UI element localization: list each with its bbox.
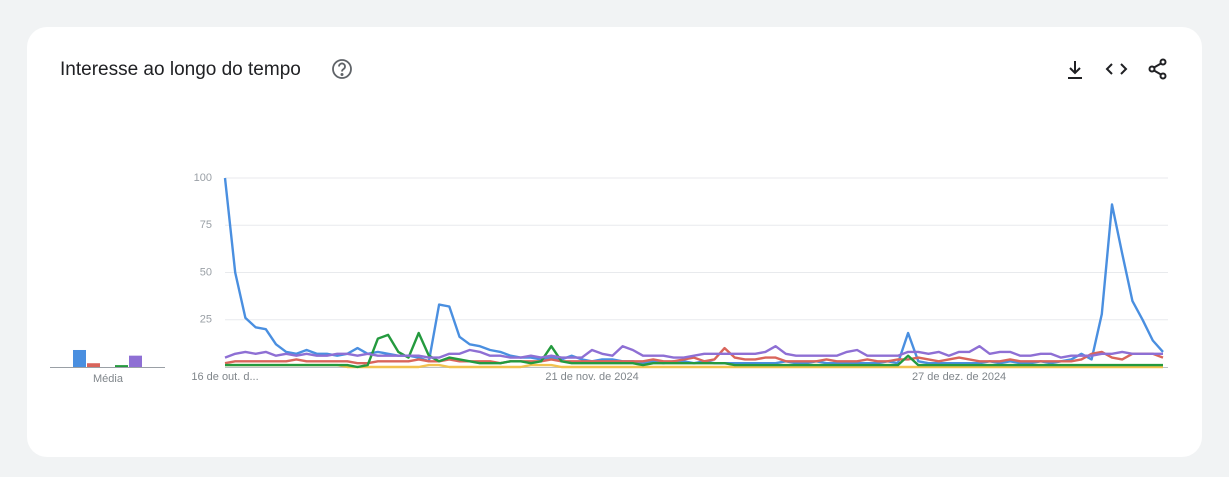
y-tick-label: 75 [200,219,212,231]
line-series [223,177,1164,365]
line-series [225,331,1163,369]
y-tick-label: 25 [200,314,212,326]
card [27,27,1202,457]
average-bar [129,355,142,367]
average-label: Média [93,373,124,385]
line-series [224,345,1163,359]
y-tick-label: 100 [194,172,212,184]
chart-title: Interesse ao longo do tempo [60,59,301,80]
x-tick-label: 21 de nov. de 2024 [545,371,638,383]
line-series [224,346,1164,365]
help-icon[interactable] [332,59,352,79]
x-tick-label: 27 de dez. de 2024 [912,371,1006,383]
download-icon[interactable] [1068,61,1082,79]
share-icon[interactable] [1148,58,1167,80]
average-bar [115,365,128,367]
x-tick-label: 16 de out. d... [191,371,258,383]
y-tick-label: 50 [200,266,212,278]
embed-icon[interactable] [1105,63,1128,75]
average-bar [87,363,100,367]
average-bar [73,349,86,367]
line-series [225,363,1163,369]
